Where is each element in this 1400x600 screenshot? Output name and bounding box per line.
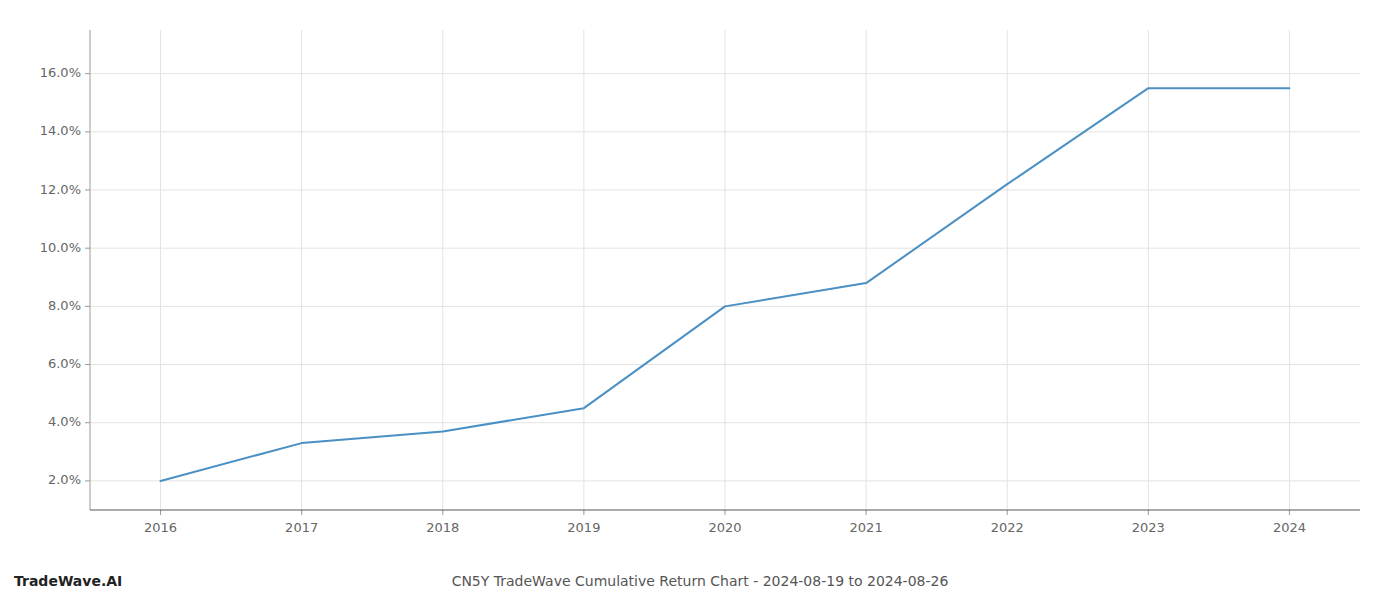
x-tick	[301, 510, 302, 515]
chart-svg: 2.0% 4.0% 6.0% 8.0% 10.0% 12.0% 14.0% 16.0% 2016…	[0, 0, 1400, 600]
x-tick-label: 2021	[850, 520, 883, 535]
x-grid-line	[1289, 30, 1290, 510]
data-layer	[161, 88, 1290, 481]
y-tick	[85, 248, 90, 249]
y-tick	[85, 190, 90, 191]
x-tick	[1148, 510, 1149, 515]
y-tick	[85, 422, 90, 423]
data-line	[161, 88, 1290, 481]
y-tick-label: 8.0%	[48, 298, 81, 313]
x-tick-label: 2019	[567, 520, 600, 535]
y-axis-line	[90, 30, 91, 510]
x-grid-line	[583, 30, 584, 510]
page: {"chart_data": {"type": "line", "title":…	[0, 0, 1400, 600]
x-tick-label: 2022	[991, 520, 1024, 535]
x-tick-label: 2024	[1273, 520, 1306, 535]
x-grid-line	[1007, 30, 1008, 510]
x-tick	[583, 510, 584, 515]
x-tick	[1007, 510, 1008, 515]
x-tick-label: 2023	[1132, 520, 1165, 535]
x-tick-label: 2018	[426, 520, 459, 535]
y-tick-label: 4.0%	[48, 414, 81, 429]
x-tick	[442, 510, 443, 515]
x-tick-label: 2017	[285, 520, 318, 535]
y-tick	[85, 131, 90, 132]
x-tick-label: 2020	[708, 520, 741, 535]
x-grid-line	[160, 30, 161, 510]
y-tick	[85, 364, 90, 365]
axes: 2.0% 4.0% 6.0% 8.0% 10.0% 12.0% 14.0% 16.0% 2016…	[40, 30, 1360, 535]
x-grid-line	[866, 30, 867, 510]
x-grid-line	[301, 30, 302, 510]
x-tick	[866, 510, 867, 515]
y-tick-label: 2.0%	[48, 472, 81, 487]
y-tick-label: 10.0%	[40, 240, 81, 255]
x-axis-line	[90, 510, 1360, 511]
chart-title: CN5Y TradeWave Cumulative Return Chart -…	[452, 573, 949, 589]
chart-container: 2.0% 4.0% 6.0% 8.0% 10.0% 12.0% 14.0% 16.0% 2016…	[0, 0, 1400, 600]
y-tick-label: 12.0%	[40, 182, 81, 197]
y-tick	[85, 480, 90, 481]
y-tick	[85, 306, 90, 307]
x-tick	[160, 510, 161, 515]
footer-annotation: TradeWave.AI	[14, 573, 122, 589]
background	[0, 0, 1400, 600]
x-grid-line	[725, 30, 726, 510]
x-tick	[725, 510, 726, 515]
x-grid-line	[1148, 30, 1149, 510]
y-tick-label: 6.0%	[48, 356, 81, 371]
x-tick-label: 2016	[144, 520, 177, 535]
x-grid-line	[442, 30, 443, 510]
grid	[90, 30, 1360, 510]
x-tick	[1289, 510, 1290, 515]
y-tick-label: 16.0%	[40, 65, 81, 80]
y-tick-label: 14.0%	[40, 123, 81, 138]
y-tick	[85, 73, 90, 74]
